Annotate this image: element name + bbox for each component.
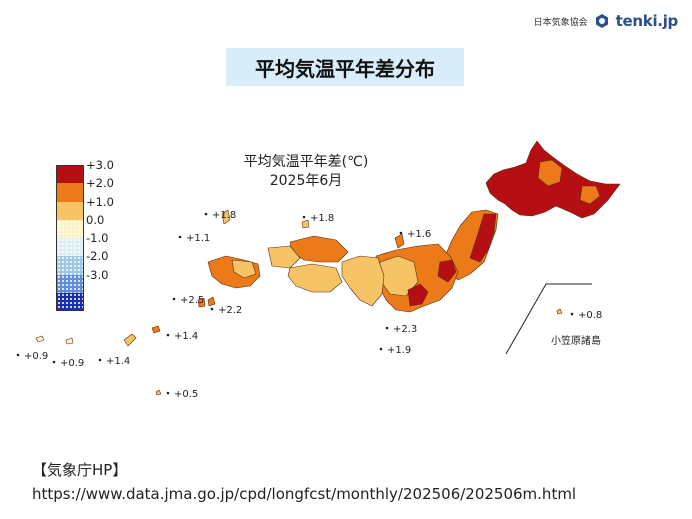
tohoku-pacific-coast <box>469 213 497 263</box>
sakishima-island <box>65 337 74 345</box>
kinki-region <box>341 255 385 307</box>
brand-header: 日本気象協会 tenki.jp <box>533 8 679 34</box>
legend-row: +3.0 <box>56 158 116 184</box>
daito-island <box>155 389 162 396</box>
legend-tick: +3.0 <box>86 158 114 172</box>
station-dot <box>16 353 20 357</box>
legend-swatch <box>56 183 84 202</box>
kanto-hot-patch <box>437 259 457 283</box>
oki-island <box>301 219 310 229</box>
station-value-label: +2.5 <box>180 295 204 306</box>
org-name: 日本気象協会 <box>533 17 588 28</box>
kyushu-pale-patch <box>231 259 257 279</box>
color-legend: +3.0 +2.0 +1.0 0.0 -1.0 -2.0 -3.0 <box>56 158 116 312</box>
legend-row: -1.0 <box>56 231 116 257</box>
station-value-label: +1.6 <box>407 229 431 240</box>
legend-row: +1.0 <box>56 195 116 220</box>
station-dot <box>302 215 306 219</box>
ogasawara-label: 小笠原諸島 <box>551 334 601 347</box>
station-dot <box>166 333 170 337</box>
source-citation: 【気象庁HP】 https://www.data.jma.go.jp/cpd/l… <box>32 458 576 506</box>
station-value-label: +0.9 <box>60 358 84 369</box>
legend-swatch <box>56 274 84 294</box>
source-url[interactable]: https://www.data.jma.go.jp/cpd/longfcst/… <box>32 485 577 503</box>
map-title-line1: 平均気温平年差(℃) <box>243 154 369 170</box>
legend-tick: +2.0 <box>86 176 114 191</box>
station-value-label: +0.9 <box>24 351 48 362</box>
logo-text: tenki.jp <box>615 12 679 30</box>
station-value-label: +1.8 <box>212 210 236 221</box>
shikoku-region <box>287 263 343 293</box>
legend-row: +2.0 <box>56 176 116 202</box>
station-value-label: +1.4 <box>174 331 198 342</box>
legend-tick: 0.0 <box>86 212 105 227</box>
banner-title: 平均気温平年差分布 <box>226 48 464 86</box>
legend-tick: +1.0 <box>86 194 114 209</box>
station-value-label: +1.4 <box>106 356 130 367</box>
chugoku-pale-patch <box>267 245 301 269</box>
legend-swatch <box>56 201 84 220</box>
legend-row <box>56 293 116 312</box>
amami-island <box>151 325 161 334</box>
station-dot <box>204 212 208 216</box>
sakishima-island <box>35 335 45 343</box>
goto-islands <box>197 297 206 308</box>
japan-temperature-map: +1.8 +1.8 +1.1 +1.6 +2.5 +2.2 +1.4 +2.3 +1.9 +0.9… <box>16 140 621 400</box>
tenki-logo-icon <box>595 14 608 28</box>
source-label: 【気象庁HP】 <box>32 461 128 479</box>
station-value-label: +1.9 <box>387 345 411 356</box>
legend-swatch <box>56 256 84 275</box>
legend-tick: -3.0 <box>86 267 109 282</box>
station-dot <box>166 391 170 395</box>
station-dot <box>210 307 214 311</box>
map-title-line2: 2025年6月 <box>269 173 343 189</box>
legend-tick: -1.0 <box>86 231 109 246</box>
okinawa-island <box>123 333 137 347</box>
ogasawara-inset-frame <box>505 283 592 355</box>
legend-swatch <box>56 293 84 312</box>
station-dot <box>178 235 182 239</box>
legend-row: 0.0 <box>56 213 116 239</box>
kanto-hot-patch <box>407 283 429 307</box>
hokkaido-warm-patch <box>537 159 563 187</box>
legend-row: -3.0 <box>56 268 116 294</box>
station-dot <box>379 347 383 351</box>
station-value-label: +0.5 <box>174 389 198 400</box>
legend-swatch <box>56 165 84 184</box>
map-title: 平均気温平年差(℃) 2025年6月 <box>216 153 396 191</box>
ogasawara-island <box>556 308 563 315</box>
station-dot <box>385 326 389 330</box>
station-dot <box>52 360 56 364</box>
station-dot <box>172 297 176 301</box>
station-value-label: +1.1 <box>186 233 210 244</box>
station-value-label: +1.8 <box>310 213 334 224</box>
legend-swatch <box>56 219 84 239</box>
legend-swatch <box>56 238 84 257</box>
legend-tick: -2.0 <box>86 249 109 264</box>
tsushima-island <box>221 209 231 225</box>
station-dot <box>570 312 574 316</box>
station-value-label: +0.8 <box>578 310 602 321</box>
station-dot <box>98 358 102 362</box>
station-value-label: +2.3 <box>393 324 417 335</box>
hokkaido-warm-patch <box>579 185 601 205</box>
yakushima-island <box>207 296 216 307</box>
noto-peninsula <box>394 233 405 249</box>
legend-row: -2.0 <box>56 249 116 275</box>
station-dot <box>399 231 403 235</box>
station-value-label: +2.2 <box>218 305 242 316</box>
